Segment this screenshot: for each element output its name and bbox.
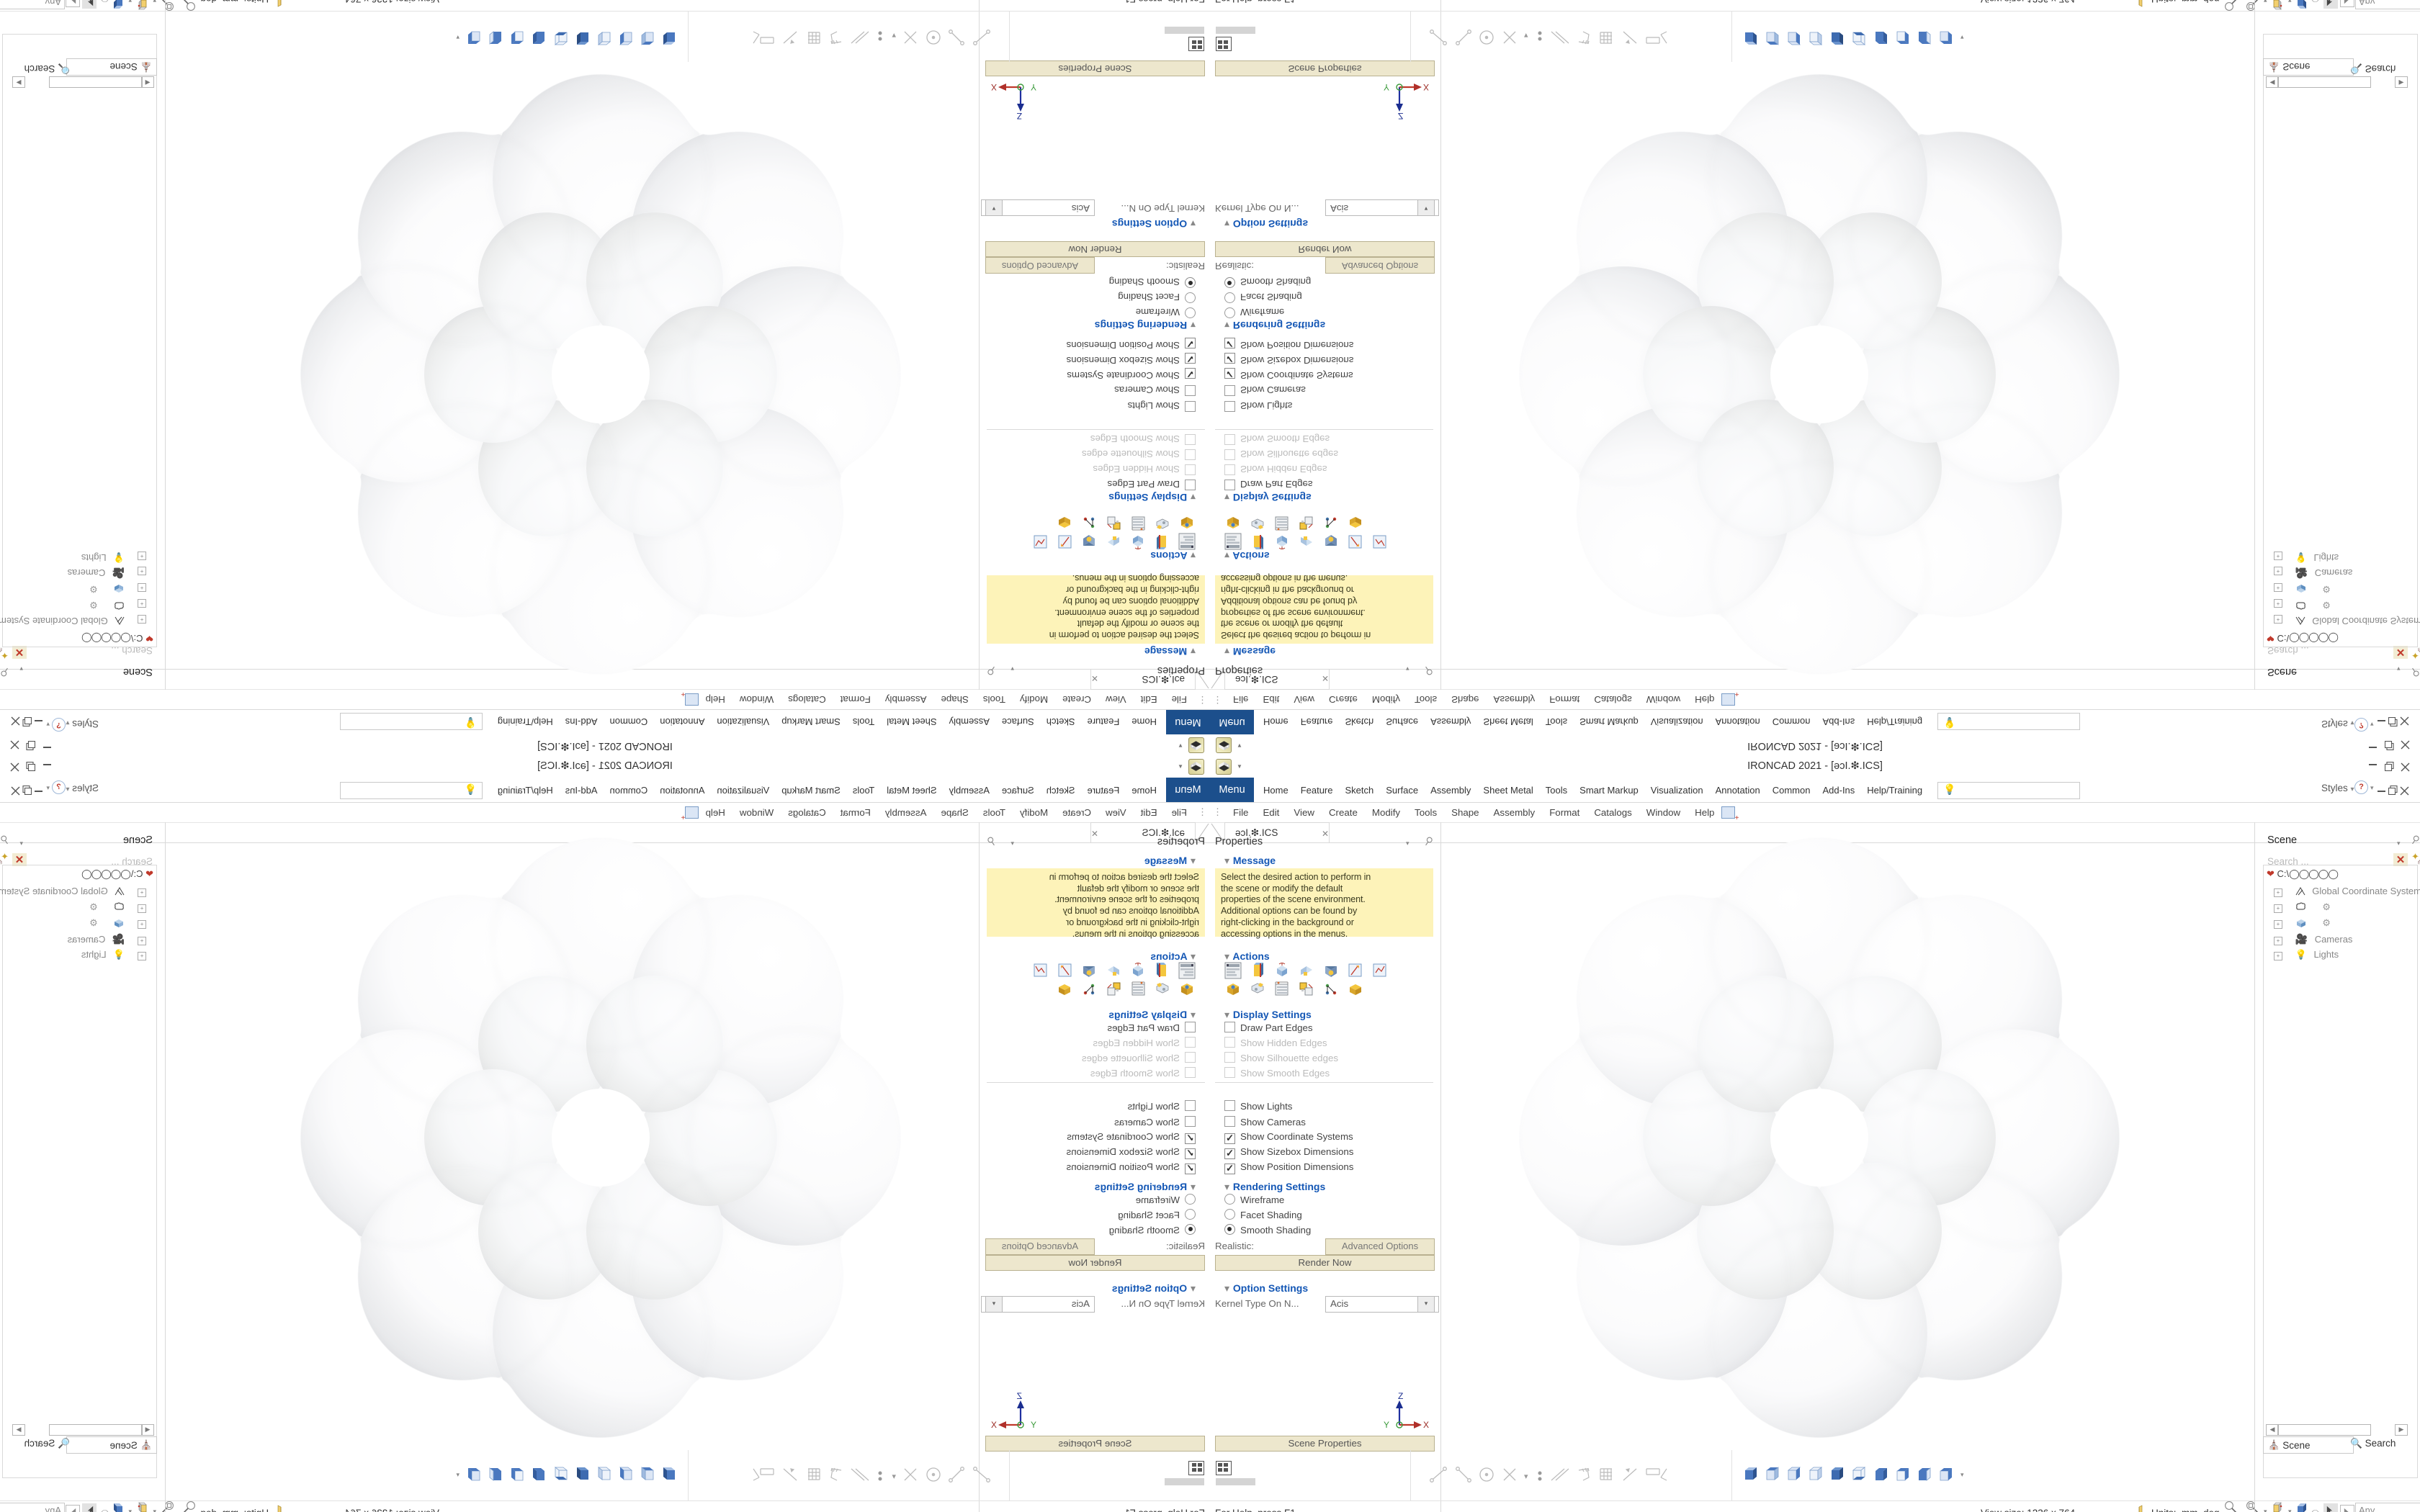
svg-text:Z: Z [1017,111,1022,120]
svg-text:X: X [1423,1420,1429,1430]
svg-text:Y: Y [1031,1420,1036,1430]
svg-text:Z: Z [1017,1392,1022,1401]
svg-text:Y: Y [1384,82,1389,92]
svg-text:Y: Y [1031,82,1036,92]
svg-text:X: X [991,82,997,92]
svg-text:Z: Z [1398,1392,1403,1401]
svg-text:X: X [991,1420,997,1430]
svg-text:Y: Y [1384,1420,1389,1430]
svg-text:X: X [1423,82,1429,92]
svg-text:Z: Z [1398,111,1403,120]
